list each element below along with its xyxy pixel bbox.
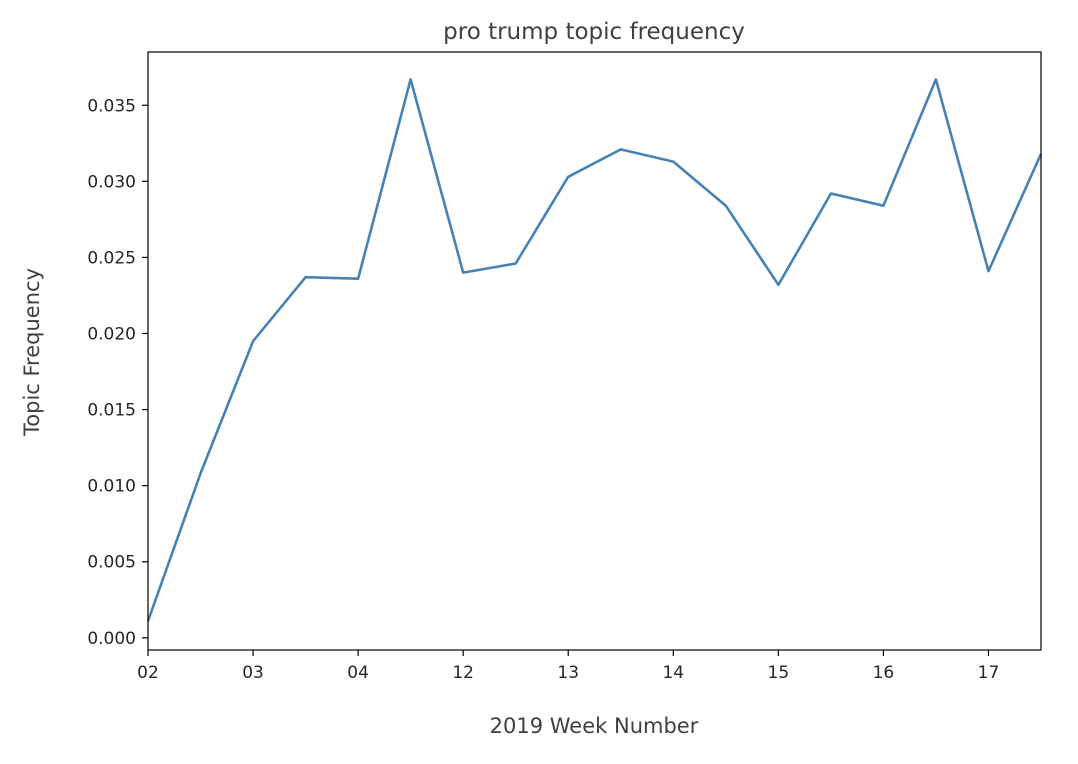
- y-tick-label: 0.030: [87, 172, 136, 192]
- x-tick-label: 04: [347, 663, 369, 683]
- x-tick-label: 15: [768, 663, 790, 683]
- x-tick-label: 17: [978, 663, 1000, 683]
- x-axis: 02 03 04 12 13 14 15 16 17: [137, 650, 999, 683]
- x-axis-label: 2019 Week Number: [490, 714, 699, 738]
- y-tick-label: 0.035: [87, 96, 136, 116]
- series-line-0: [146, 78, 1043, 622]
- y-tick-label: 0.020: [87, 325, 136, 345]
- plot-area: [146, 51, 1043, 651]
- x-tick-label: 16: [873, 663, 895, 683]
- x-tick-label: 12: [452, 663, 474, 683]
- plot-frame: [147, 51, 1042, 651]
- chart-title: pro trump topic frequency: [443, 19, 745, 45]
- y-tick-label: 0.015: [87, 401, 136, 421]
- x-tick-label: 02: [137, 663, 159, 683]
- x-tick-label: 03: [242, 663, 264, 683]
- y-axis-label: Topic Frequency: [20, 268, 44, 437]
- y-tick-label: 0.000: [87, 629, 136, 649]
- y-tick-label: 0.005: [87, 553, 136, 573]
- y-tick-label: 0.025: [87, 248, 136, 268]
- x-tick-label: 14: [662, 663, 684, 683]
- y-tick-label: 0.010: [87, 477, 136, 497]
- x-tick-label: 13: [557, 663, 579, 683]
- y-axis: 0.000 0.005 0.010 0.015 0.020 0.025 0.030 0.035: [87, 96, 148, 649]
